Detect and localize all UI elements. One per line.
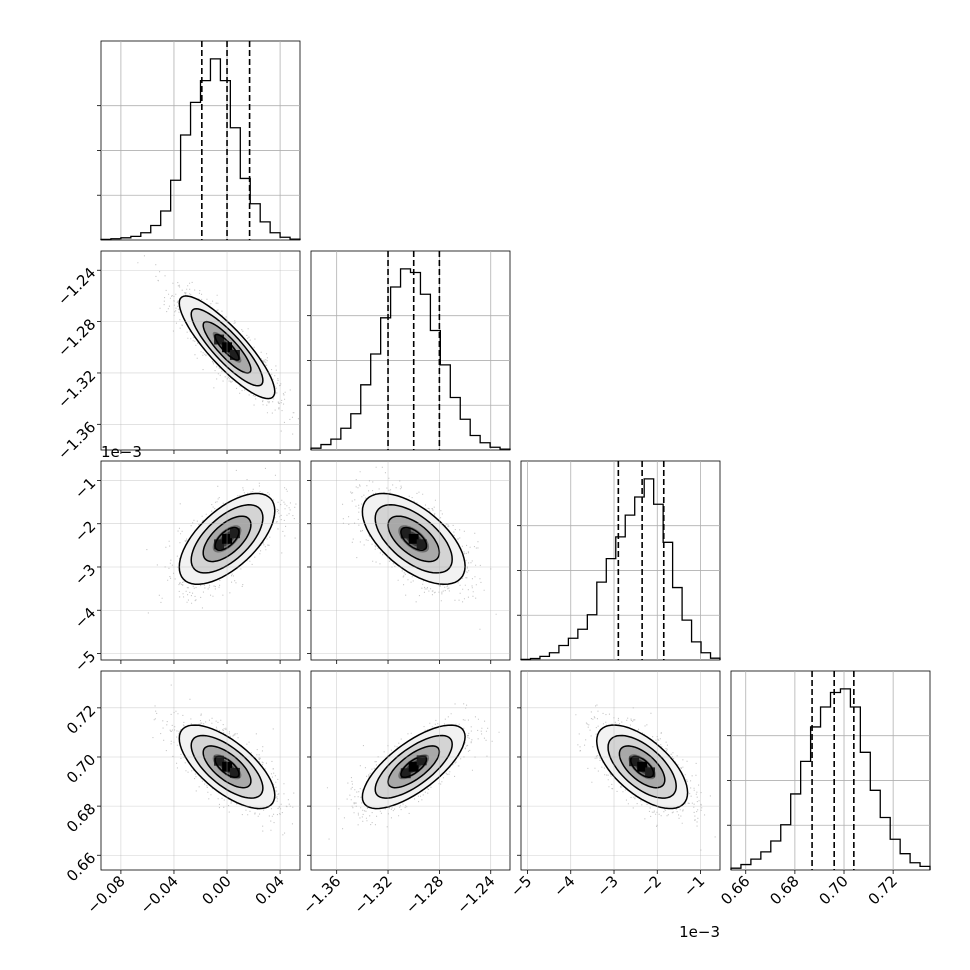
density-peak bbox=[408, 761, 419, 772]
x-tick-label: −1.24 bbox=[453, 872, 498, 917]
y-tick-label: −5 bbox=[71, 647, 99, 675]
contour-line-1 bbox=[202, 745, 252, 789]
density-peak bbox=[214, 334, 224, 345]
panel-content bbox=[311, 671, 510, 870]
y-offset-label: 1e−3 bbox=[101, 443, 142, 461]
contour-line-0 bbox=[214, 333, 240, 361]
contour-line-2 bbox=[607, 734, 677, 799]
x-tick-label: 0.04 bbox=[252, 872, 288, 908]
panel-content bbox=[101, 251, 300, 450]
contour-line-0 bbox=[214, 755, 240, 779]
panel-content bbox=[101, 461, 300, 660]
y-tick-label: −1 bbox=[71, 474, 99, 502]
density-peak bbox=[400, 528, 411, 539]
contour-line-2 bbox=[190, 734, 264, 799]
density-peak bbox=[637, 761, 648, 772]
y-tick-label: −2 bbox=[71, 517, 99, 545]
x-offset-label: 1e−3 bbox=[679, 923, 720, 941]
density-peak bbox=[629, 756, 640, 767]
density-peak bbox=[230, 350, 240, 360]
histogram-step-2 bbox=[520, 478, 721, 661]
contour-line-1 bbox=[202, 320, 252, 374]
density-peak bbox=[645, 767, 655, 778]
histogram-step-1 bbox=[310, 268, 511, 450]
x-tick-label: 0.72 bbox=[865, 872, 901, 908]
x-tick-label: −4 bbox=[550, 872, 578, 900]
x-tick-label: −0.08 bbox=[83, 872, 128, 917]
scatter-panel-2-3 bbox=[517, 670, 721, 874]
x-tick-label: −5 bbox=[507, 872, 535, 900]
y-tick-label: −1.24 bbox=[54, 264, 99, 309]
panel-frame bbox=[100, 250, 301, 451]
density-peak bbox=[416, 755, 427, 766]
panel-content bbox=[521, 671, 720, 870]
density-peak bbox=[230, 528, 240, 539]
x-tick-label: 0.66 bbox=[717, 872, 753, 908]
scatter-panel-0-2 bbox=[97, 460, 301, 664]
y-tick-label: −1.36 bbox=[54, 418, 99, 463]
panel-frame bbox=[310, 250, 511, 451]
y-tick-label: −4 bbox=[71, 604, 99, 632]
contour-line-2 bbox=[190, 308, 264, 387]
hist-panel-0 bbox=[97, 40, 301, 241]
x-tick-label: −0.04 bbox=[137, 872, 182, 917]
x-tick-label: −2 bbox=[637, 872, 665, 900]
x-tick-label: 0.68 bbox=[766, 872, 802, 908]
contour-line-1 bbox=[202, 515, 252, 563]
contour-line-0 bbox=[214, 526, 240, 551]
density-peak bbox=[400, 768, 411, 779]
y-tick-label: 0.70 bbox=[63, 751, 99, 787]
panel-content bbox=[101, 671, 300, 870]
panel-frame bbox=[100, 40, 301, 241]
histogram-step-3 bbox=[730, 688, 931, 870]
y-tick-label: −1.32 bbox=[54, 367, 99, 412]
x-tick-label: 0.00 bbox=[199, 872, 235, 908]
scatter-panel-0-3 bbox=[97, 670, 301, 874]
x-tick-label: −1.32 bbox=[351, 872, 396, 917]
density-peak bbox=[416, 539, 427, 550]
contour-line-2 bbox=[190, 504, 264, 574]
contour-line-3 bbox=[595, 724, 689, 810]
scatter-panel-0-1 bbox=[97, 250, 301, 454]
density-peak bbox=[214, 755, 224, 766]
x-tick-label: 0.70 bbox=[815, 872, 851, 908]
panel-content bbox=[311, 461, 510, 660]
y-tick-label: −1.28 bbox=[54, 315, 99, 360]
contour-line-2 bbox=[374, 504, 453, 574]
histogram-step-0 bbox=[100, 58, 301, 241]
x-tick-label: −3 bbox=[593, 872, 621, 900]
scatter-panel-1-2 bbox=[307, 460, 511, 664]
y-tick-label: 0.72 bbox=[63, 701, 99, 737]
contour-line-0 bbox=[630, 755, 655, 778]
hist-panel-3 bbox=[727, 670, 931, 871]
y-tick-label: −3 bbox=[71, 561, 99, 589]
density-peak bbox=[214, 539, 224, 550]
contour-line-1 bbox=[618, 745, 666, 789]
contour-line-0 bbox=[400, 526, 428, 551]
scatter-panel-1-3 bbox=[307, 670, 511, 874]
y-tick-label: 0.66 bbox=[63, 849, 99, 885]
y-tick-label: 0.68 bbox=[63, 800, 99, 836]
contour-line-3 bbox=[178, 724, 276, 810]
density-peak bbox=[408, 533, 419, 544]
contour-line-3 bbox=[178, 295, 276, 400]
density-peak bbox=[230, 767, 240, 778]
panel-frame bbox=[520, 460, 721, 661]
x-tick-label: −1 bbox=[680, 872, 708, 900]
hist-panel-2 bbox=[517, 460, 721, 661]
hist-panel-1 bbox=[307, 250, 511, 451]
x-tick-label: −1.36 bbox=[299, 872, 344, 917]
x-tick-label: −1.28 bbox=[402, 872, 447, 917]
contour-line-2 bbox=[374, 734, 453, 799]
